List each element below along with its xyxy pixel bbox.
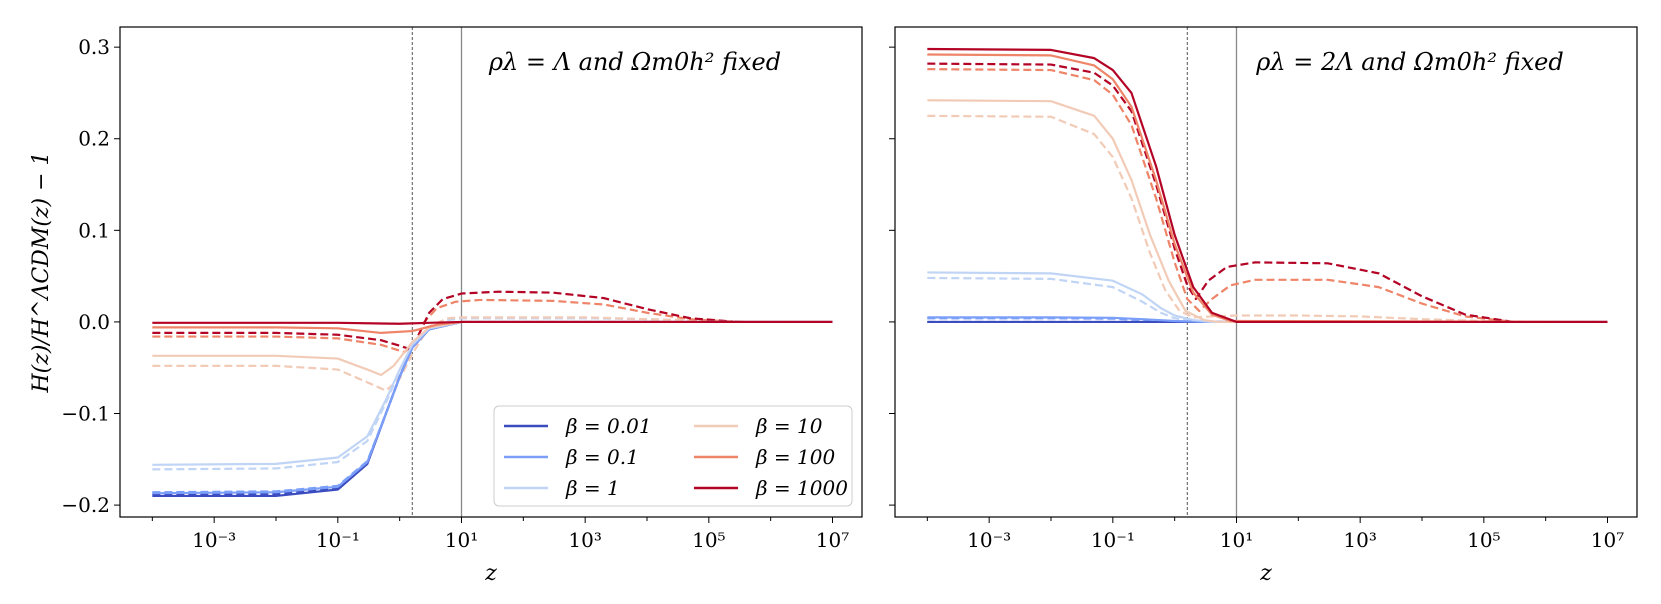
x-tick-label: 10⁵ [692,528,725,552]
x-tick-label: 10⁻¹ [1091,528,1135,552]
legend-label: β = 100 [755,445,835,469]
y-tick-label: 0.1 [78,218,110,242]
series-line [927,99,1608,324]
x-axis-label: z [484,561,497,586]
y-tick-label: −0.1 [61,402,110,426]
plot-frame [894,26,1638,518]
series-line [927,276,1608,324]
x-tick-label: 10⁻¹ [316,528,360,552]
series-line [927,68,1608,324]
right-panel: 10⁻³ 10⁻¹ 10¹ 10³ 10⁵ 10⁷ ρλ = 2Λ and Ωm0h² fi… [889,26,1638,586]
plot-frame [119,26,863,518]
x-tick-label: 10⁷ [816,528,849,552]
panel-title: ρλ = 2Λ and Ωm0h² fixed [1255,48,1563,76]
x-tick-label: 10⁻³ [967,528,1011,552]
series-line [152,320,833,325]
x-tick-label: 10³ [568,528,601,552]
legend-box [493,405,853,507]
series-line [927,62,1608,324]
x-tick-label: 10⁵ [1467,528,1500,552]
x-tick-label: 10¹ [445,528,478,552]
series-line [152,298,833,354]
y-tick-label: 0.3 [78,35,110,59]
series-line [927,114,1608,324]
y-axis-label: H(z)/H^ΛCDM(z) − 1 [29,151,54,393]
y-tick-label: 0.2 [78,127,110,151]
y-tick-label: 0.0 [78,310,110,334]
panel-title: ρλ = Λ and Ωm0h² fixed [488,48,781,76]
x-tick-label: 10⁷ [1591,528,1624,552]
series-line [927,47,1608,324]
legend-label: β = 1 [565,476,620,500]
series-line [152,320,833,377]
series-line [927,53,1608,324]
x-tick-label: 10⁻³ [192,528,236,552]
x-tick-label: 10³ [1343,528,1376,552]
x-tick-label: 10¹ [1220,528,1253,552]
legend: β = 0.01 β = 0.1 β = 1 β = 10 β = 100 β = 100… [493,405,853,507]
left-panel: −0.2 −0.1 0.0 0.1 0.2 0.3 10⁻³ 10⁻¹ 10¹ 10³ 10⁵ 10⁷… [29,26,863,586]
legend-label: β = 10 [755,414,823,438]
x-axis-label: z [1259,561,1272,586]
series-line [152,290,833,351]
legend-label: β = 0.01 [565,414,652,438]
y-tick-label: −0.2 [61,493,110,517]
legend-label: β = 1000 [755,476,848,500]
legend-label: β = 0.1 [565,445,639,469]
